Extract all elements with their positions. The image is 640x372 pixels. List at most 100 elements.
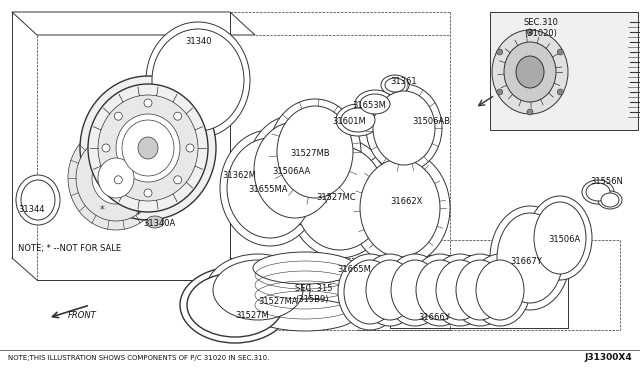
Ellipse shape	[430, 254, 490, 326]
Ellipse shape	[557, 89, 563, 95]
Ellipse shape	[350, 150, 450, 266]
Ellipse shape	[146, 22, 250, 138]
Ellipse shape	[456, 260, 504, 320]
Ellipse shape	[527, 29, 533, 35]
Ellipse shape	[80, 76, 216, 220]
Ellipse shape	[336, 104, 380, 136]
Ellipse shape	[528, 196, 592, 280]
Ellipse shape	[253, 299, 357, 331]
Text: 31527MA: 31527MA	[258, 298, 298, 307]
Ellipse shape	[76, 135, 156, 221]
Bar	[490, 12, 638, 130]
Ellipse shape	[416, 260, 464, 320]
Ellipse shape	[253, 252, 357, 284]
Ellipse shape	[180, 267, 290, 343]
Ellipse shape	[98, 158, 134, 198]
Ellipse shape	[220, 130, 320, 246]
Ellipse shape	[366, 260, 414, 320]
Ellipse shape	[527, 109, 533, 115]
Text: 31340: 31340	[185, 38, 211, 46]
Ellipse shape	[476, 260, 524, 320]
Ellipse shape	[355, 90, 395, 118]
Ellipse shape	[186, 144, 194, 152]
Text: 31340A: 31340A	[143, 219, 175, 228]
Ellipse shape	[360, 159, 440, 257]
Ellipse shape	[586, 183, 610, 201]
Ellipse shape	[534, 202, 586, 274]
Ellipse shape	[122, 120, 174, 176]
Ellipse shape	[115, 176, 122, 184]
Ellipse shape	[497, 49, 502, 55]
Text: *: *	[100, 205, 104, 215]
Text: 31653M: 31653M	[352, 100, 386, 109]
Text: 31665M: 31665M	[337, 266, 371, 275]
Ellipse shape	[16, 175, 60, 225]
Ellipse shape	[146, 216, 164, 228]
Ellipse shape	[98, 95, 198, 201]
Ellipse shape	[373, 91, 435, 165]
Ellipse shape	[497, 89, 502, 95]
Text: 31655MA: 31655MA	[248, 186, 287, 195]
Text: 31506A: 31506A	[548, 235, 580, 244]
Ellipse shape	[557, 49, 563, 55]
Ellipse shape	[68, 126, 164, 230]
Ellipse shape	[381, 75, 409, 95]
Ellipse shape	[295, 146, 385, 250]
Ellipse shape	[144, 99, 152, 107]
Ellipse shape	[497, 213, 563, 303]
Ellipse shape	[173, 112, 182, 120]
Ellipse shape	[269, 99, 361, 205]
Ellipse shape	[490, 206, 570, 310]
Text: 31667Y: 31667Y	[510, 257, 541, 266]
Text: 31556N: 31556N	[590, 177, 623, 186]
Ellipse shape	[152, 29, 244, 131]
Ellipse shape	[601, 193, 619, 207]
Ellipse shape	[598, 191, 622, 209]
Ellipse shape	[173, 176, 182, 184]
Ellipse shape	[450, 254, 510, 326]
Bar	[358, 240, 620, 330]
Ellipse shape	[582, 180, 614, 204]
Ellipse shape	[88, 84, 208, 212]
Text: 31506AB: 31506AB	[412, 118, 450, 126]
Ellipse shape	[227, 138, 313, 238]
Text: 31527MB: 31527MB	[290, 148, 330, 157]
Ellipse shape	[138, 137, 158, 159]
Ellipse shape	[492, 30, 568, 114]
Ellipse shape	[102, 144, 110, 152]
Text: FRONT: FRONT	[68, 311, 97, 320]
Ellipse shape	[516, 56, 544, 88]
Ellipse shape	[288, 138, 392, 258]
Text: 31662X: 31662X	[390, 198, 422, 206]
Text: 31361: 31361	[390, 77, 417, 87]
Ellipse shape	[436, 260, 484, 320]
Ellipse shape	[341, 108, 375, 132]
Ellipse shape	[247, 115, 343, 225]
Ellipse shape	[206, 254, 310, 326]
Ellipse shape	[360, 254, 420, 326]
Ellipse shape	[187, 273, 283, 337]
Text: 31506AA: 31506AA	[272, 167, 310, 176]
Ellipse shape	[277, 106, 353, 198]
Ellipse shape	[92, 152, 140, 204]
Ellipse shape	[385, 254, 445, 326]
Ellipse shape	[391, 260, 439, 320]
Text: SEC. 315
(315B9): SEC. 315 (315B9)	[295, 284, 333, 304]
Ellipse shape	[90, 86, 206, 210]
Ellipse shape	[504, 42, 556, 102]
Ellipse shape	[470, 254, 530, 326]
Ellipse shape	[116, 114, 180, 182]
Ellipse shape	[366, 84, 442, 172]
Ellipse shape	[144, 189, 152, 197]
Text: *: *	[136, 210, 140, 220]
Ellipse shape	[115, 112, 122, 120]
Text: 31601M: 31601M	[332, 118, 365, 126]
Text: 31527M: 31527M	[235, 311, 269, 320]
Text: SEC.310
(31020): SEC.310 (31020)	[524, 18, 559, 38]
Text: 31527MC: 31527MC	[316, 193, 356, 202]
Ellipse shape	[410, 254, 470, 326]
Ellipse shape	[254, 122, 336, 218]
Text: 31666Y: 31666Y	[418, 314, 450, 323]
Ellipse shape	[213, 260, 303, 320]
Text: 31344: 31344	[18, 205, 45, 215]
